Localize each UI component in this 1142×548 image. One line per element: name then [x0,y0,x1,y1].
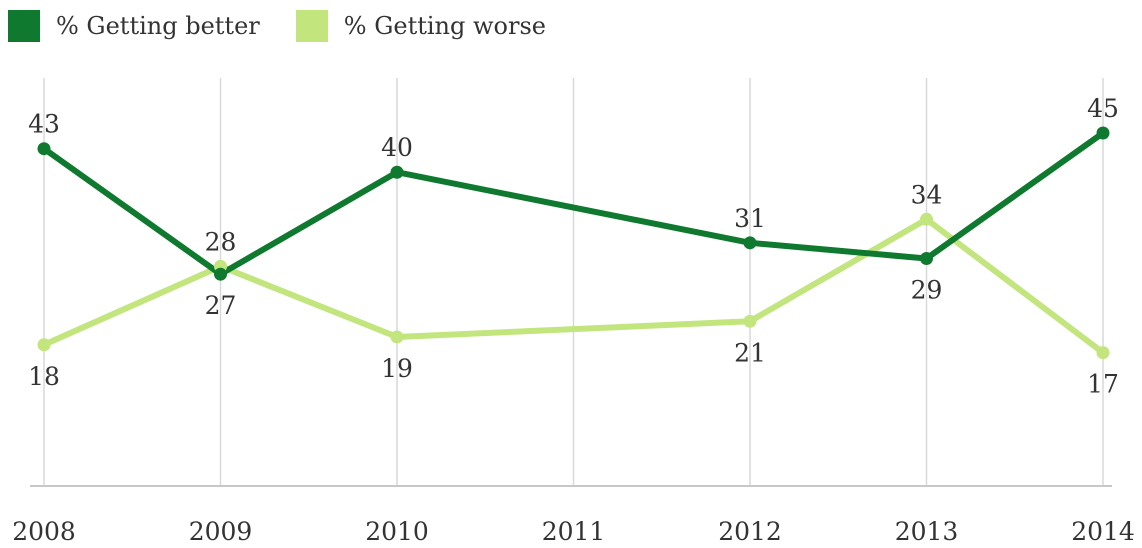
x-tick-label-2010: 2010 [365,517,429,546]
data-point-worse-2013 [920,212,933,226]
data-point-better-2013 [920,252,933,266]
data-point-better-2012 [743,236,757,250]
legend-label-better: % Getting better [56,12,260,40]
data-point-better-2014 [1096,126,1110,140]
legend-label-worse: % Getting worse [343,12,546,40]
data-point-worse-2008 [37,338,51,352]
data-label-worse-2009: 28 [205,227,237,256]
data-label-worse-2010: 19 [381,354,413,383]
data-point-worse-2012 [743,314,757,328]
data-label-better-2010: 40 [381,133,413,162]
x-tick-label-2012: 2012 [718,517,782,546]
x-tick-label-2013: 2013 [895,517,959,546]
x-tick-label-2011: 2011 [542,517,606,546]
data-label-worse-2008: 18 [28,362,60,391]
data-point-worse-2014 [1096,346,1110,360]
data-point-better-2010 [390,165,404,179]
data-label-worse-2013: 34 [911,180,943,209]
data-label-better-2008: 43 [28,110,60,139]
legend-swatch-worse [295,10,328,42]
data-point-better-2008 [37,142,51,156]
data-point-better-2009 [214,267,227,281]
legend-swatch-better [8,10,40,42]
series-line-worse [41,216,1106,356]
legend: % Getting better % Getting worse [8,8,582,44]
data-point-worse-2010 [390,330,404,344]
legend-item-worse: % Getting worse [295,10,546,42]
x-tick-label-2009: 2009 [189,517,253,546]
data-label-better-2012: 31 [734,204,766,233]
data-label-worse-2012: 21 [734,338,766,367]
series-line-better [41,130,1106,278]
legend-item-better: % Getting better [8,10,260,42]
x-tick-label-2008: 2008 [12,517,76,546]
x-tick-label-2014: 2014 [1071,517,1135,546]
data-label-better-2014: 45 [1087,94,1119,123]
data-label-better-2013: 29 [911,276,943,305]
data-label-better-2009: 27 [205,291,237,320]
data-label-worse-2014: 17 [1087,370,1119,399]
